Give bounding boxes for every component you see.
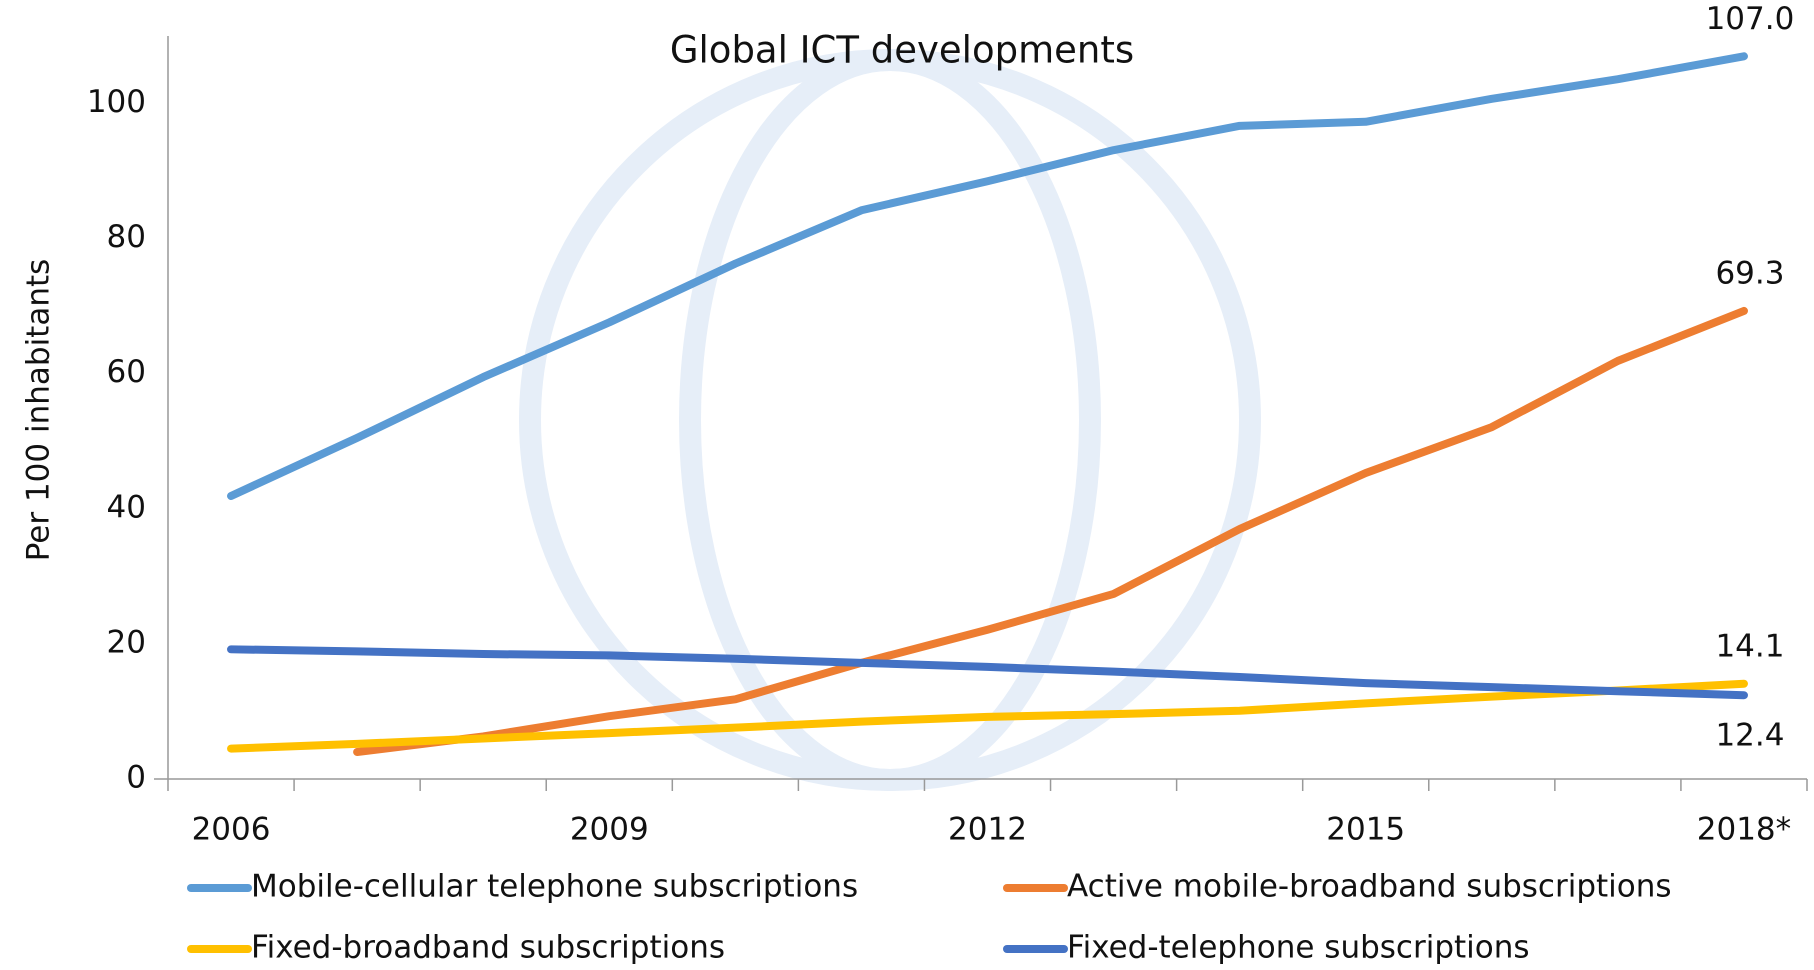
y-tick-label: 20 [107, 624, 146, 660]
y-tick-label: 80 [107, 219, 146, 255]
x-tick-label: 2018* [1697, 812, 1791, 848]
y-tick-label: 100 [87, 84, 146, 120]
y-tick-label: 40 [107, 489, 146, 525]
x-tick-label: 2006 [192, 812, 271, 848]
series-line [227, 645, 1748, 700]
series-line [227, 52, 1748, 500]
data-label: 107.0 [1706, 1, 1795, 37]
series-line [227, 679, 1748, 753]
legend-label: Mobile-cellular telephone subscriptions [251, 869, 858, 905]
data-label: 69.3 [1715, 255, 1784, 291]
y-tick-label: 0 [126, 760, 146, 796]
chart-title: Global ICT developments [670, 29, 1134, 72]
legend-label: Fixed-telephone subscriptions [1067, 930, 1530, 966]
watermark [519, 49, 1261, 791]
series-line [353, 306, 1748, 756]
data-label: 14.1 [1715, 628, 1784, 664]
y-tick-label: 60 [107, 354, 146, 390]
x-tick-label: 2015 [1326, 812, 1405, 848]
legend-label: Fixed-broadband subscriptions [251, 930, 725, 966]
legend-label: Active mobile-broadband subscriptions [1067, 869, 1672, 905]
data-label: 12.4 [1715, 718, 1784, 754]
y-axis-label: Per 100 inhabitants [21, 259, 57, 562]
x-tick-label: 2009 [570, 812, 649, 848]
x-tick-label: 2012 [948, 812, 1027, 848]
